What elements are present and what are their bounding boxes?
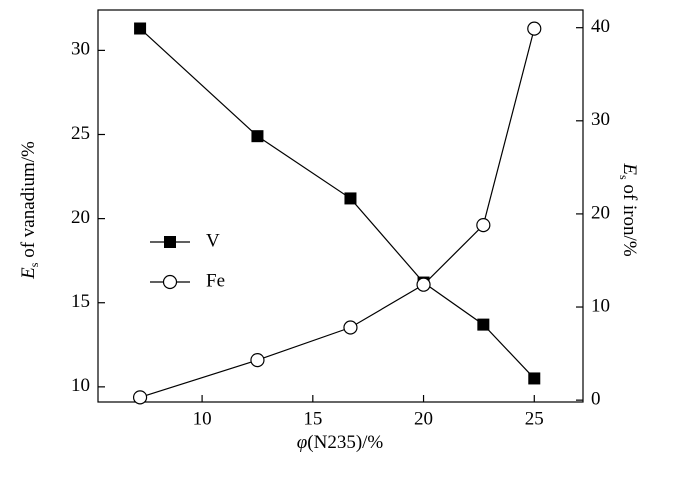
x-axis-label: φ(N235)/% bbox=[297, 432, 384, 453]
data-point bbox=[416, 277, 431, 292]
data-point bbox=[251, 130, 264, 143]
y2-axis-label: Es of iron/% bbox=[617, 162, 639, 256]
y2-label-sub: s bbox=[617, 175, 631, 180]
y-label-symbol: E bbox=[18, 267, 39, 280]
legend-label: V bbox=[206, 230, 220, 251]
legend-marker bbox=[164, 236, 176, 248]
y2-label-text: of iron/% bbox=[619, 180, 640, 257]
x-label-text: (N235)/% bbox=[307, 432, 383, 453]
y-tick-label: 25 bbox=[71, 123, 90, 144]
legend-marker bbox=[162, 274, 178, 290]
data-point bbox=[476, 217, 491, 233]
y-tick-label: 20 bbox=[71, 207, 90, 228]
y2-label-symbol: E bbox=[619, 162, 640, 175]
y-axis-label: Es of vanadium/% bbox=[18, 141, 40, 280]
y2-tick-label: 0 bbox=[591, 388, 601, 409]
y2-tick-label: 30 bbox=[591, 109, 610, 130]
legend-label: Fe bbox=[206, 270, 225, 291]
y-tick-label: 30 bbox=[71, 39, 90, 60]
data-point bbox=[344, 192, 357, 205]
x-label-symbol: φ bbox=[297, 432, 308, 453]
plot-frame bbox=[97, 9, 584, 403]
y-label-text: of vanadium/% bbox=[18, 141, 39, 263]
y2-tick-label: 10 bbox=[591, 295, 610, 316]
data-point bbox=[527, 21, 542, 36]
series-line bbox=[139, 28, 535, 398]
y-label-sub: s bbox=[27, 262, 41, 267]
x-tick-label: 20 bbox=[414, 408, 433, 429]
data-point bbox=[250, 352, 265, 368]
data-point bbox=[134, 22, 147, 35]
x-tick-label: 15 bbox=[303, 408, 322, 429]
data-point bbox=[477, 318, 490, 331]
series-line bbox=[139, 28, 535, 379]
y2-tick-label: 20 bbox=[591, 202, 610, 223]
data-point bbox=[343, 320, 358, 335]
x-tick-label: 10 bbox=[193, 408, 212, 429]
data-point bbox=[132, 390, 148, 405]
y-tick-label: 10 bbox=[71, 375, 90, 396]
y-tick-label: 15 bbox=[71, 291, 90, 312]
y2-tick-label: 40 bbox=[591, 16, 610, 37]
data-point bbox=[528, 372, 541, 385]
x-tick-label: 25 bbox=[525, 408, 544, 429]
